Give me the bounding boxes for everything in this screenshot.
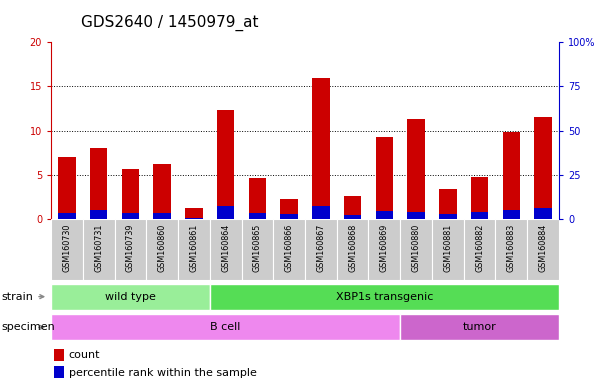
Text: specimen: specimen xyxy=(1,322,55,333)
Bar xyxy=(439,214,457,219)
Bar xyxy=(178,219,210,280)
Text: count: count xyxy=(69,350,100,360)
Bar xyxy=(58,213,76,219)
Text: B cell: B cell xyxy=(210,322,241,333)
Bar xyxy=(53,366,64,379)
Bar xyxy=(344,215,361,219)
Bar xyxy=(471,177,488,219)
Text: GSM160861: GSM160861 xyxy=(189,224,198,272)
Bar xyxy=(312,206,329,219)
Bar xyxy=(58,157,76,219)
Text: GSM160865: GSM160865 xyxy=(253,224,262,272)
Bar xyxy=(495,219,527,280)
Bar xyxy=(249,178,266,219)
Bar xyxy=(83,219,115,280)
Text: GSM160868: GSM160868 xyxy=(348,224,357,272)
Bar xyxy=(432,219,464,280)
Bar xyxy=(122,169,139,219)
Text: GSM160880: GSM160880 xyxy=(412,224,421,272)
Bar xyxy=(53,349,64,361)
Text: GDS2640 / 1450979_at: GDS2640 / 1450979_at xyxy=(81,15,258,31)
Text: XBP1s transgenic: XBP1s transgenic xyxy=(336,291,433,302)
Bar xyxy=(407,119,425,219)
Bar xyxy=(51,284,210,310)
Text: GSM160860: GSM160860 xyxy=(157,224,166,272)
Bar xyxy=(249,213,266,219)
Bar xyxy=(527,219,559,280)
Bar xyxy=(534,208,552,219)
Text: tumor: tumor xyxy=(463,322,496,333)
Bar xyxy=(217,110,234,219)
Bar xyxy=(51,314,400,340)
Bar xyxy=(368,219,400,280)
Bar xyxy=(185,208,203,219)
Text: GSM160731: GSM160731 xyxy=(94,224,103,272)
Text: GSM160869: GSM160869 xyxy=(380,224,389,272)
Bar xyxy=(471,212,488,219)
Bar xyxy=(51,219,83,280)
Bar xyxy=(337,219,368,280)
Bar xyxy=(439,189,457,219)
Bar xyxy=(153,164,171,219)
Text: GSM160730: GSM160730 xyxy=(63,224,72,272)
Bar xyxy=(210,284,559,310)
Bar xyxy=(122,213,139,219)
Bar xyxy=(281,214,298,219)
Text: GSM160883: GSM160883 xyxy=(507,224,516,272)
Text: GSM160882: GSM160882 xyxy=(475,224,484,272)
Bar xyxy=(464,219,495,280)
Text: percentile rank within the sample: percentile rank within the sample xyxy=(69,367,257,377)
Bar xyxy=(217,206,234,219)
Bar xyxy=(153,213,171,219)
Bar xyxy=(407,212,425,219)
Text: GSM160866: GSM160866 xyxy=(285,224,294,272)
Bar xyxy=(281,199,298,219)
Text: wild type: wild type xyxy=(105,291,156,302)
Text: strain: strain xyxy=(1,291,33,302)
Bar xyxy=(90,210,108,219)
Bar xyxy=(502,210,520,219)
Bar xyxy=(312,78,329,219)
Text: GSM160881: GSM160881 xyxy=(444,224,453,272)
Bar xyxy=(210,219,242,280)
Bar xyxy=(115,219,146,280)
Text: GSM160867: GSM160867 xyxy=(316,224,325,272)
Bar xyxy=(185,218,203,219)
Text: GSM160884: GSM160884 xyxy=(538,224,548,272)
Bar xyxy=(273,219,305,280)
Bar xyxy=(344,196,361,219)
Bar xyxy=(534,117,552,219)
Bar xyxy=(90,148,108,219)
Bar xyxy=(400,314,559,340)
Bar xyxy=(376,137,393,219)
Bar xyxy=(502,132,520,219)
Bar xyxy=(146,219,178,280)
Bar xyxy=(376,211,393,219)
Text: GSM160739: GSM160739 xyxy=(126,224,135,272)
Text: GSM160864: GSM160864 xyxy=(221,224,230,272)
Bar xyxy=(305,219,337,280)
Bar xyxy=(400,219,432,280)
Bar xyxy=(242,219,273,280)
